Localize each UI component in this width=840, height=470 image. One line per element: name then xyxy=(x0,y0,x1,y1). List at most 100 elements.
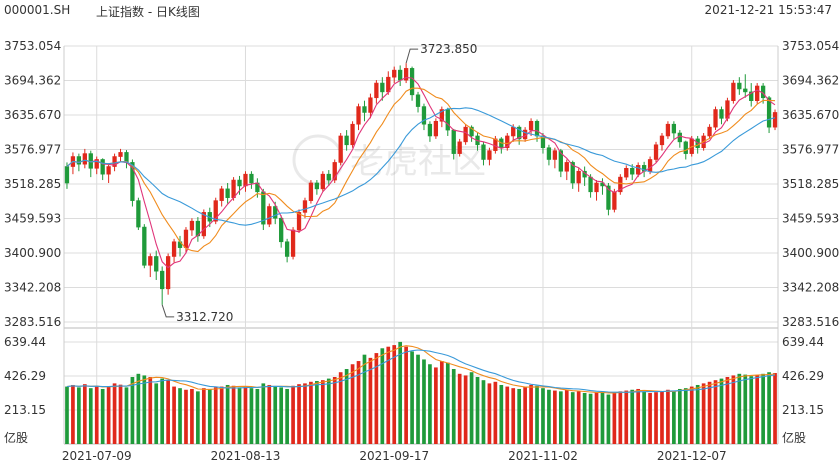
volume-bar xyxy=(523,386,527,444)
volume-bar xyxy=(666,389,670,444)
moving-average-lines xyxy=(66,76,776,269)
volume-bar xyxy=(642,391,646,444)
candle-body xyxy=(463,126,468,143)
price-tick-right: 3753.054 xyxy=(782,39,839,53)
candle-body xyxy=(112,156,117,167)
volume-bar xyxy=(588,393,593,444)
candle-body xyxy=(511,126,516,137)
date-tick-label: 2021-11-02 xyxy=(508,449,578,463)
candle-body xyxy=(421,106,427,125)
volume-bar xyxy=(535,385,539,444)
volume-bar xyxy=(285,388,289,444)
volume-bar xyxy=(689,386,694,444)
volume-bar xyxy=(541,388,545,444)
candle-body xyxy=(552,150,558,160)
candle-body xyxy=(76,156,82,165)
volume-bar xyxy=(612,392,617,444)
candle-body xyxy=(445,109,450,131)
volume-bar xyxy=(65,386,69,444)
candle-body xyxy=(302,200,308,213)
candle-body xyxy=(279,217,284,243)
candle-body xyxy=(713,109,718,128)
volume-bar xyxy=(475,377,480,444)
volume-bar xyxy=(481,380,486,444)
candle-body xyxy=(487,150,492,160)
date-tick-label: 2021-07-09 xyxy=(62,449,132,463)
volume-bar xyxy=(624,390,629,444)
price-annotations: 3723.850 3312.720 xyxy=(161,42,477,324)
volume-bar xyxy=(755,375,760,444)
volume-bar xyxy=(636,388,641,444)
volume-bar xyxy=(564,389,569,444)
volume-bar xyxy=(493,381,498,444)
candle-body xyxy=(457,141,462,154)
volume-bar xyxy=(243,386,248,444)
candle-body xyxy=(284,241,290,257)
volume-bar xyxy=(356,361,361,444)
volume-bar xyxy=(451,369,456,444)
vma5-line xyxy=(66,345,776,394)
price-tick-left: 3400.900 xyxy=(4,246,61,260)
volume-tick-left: 426.29 xyxy=(4,369,46,383)
price-tick-right: 3283.516 xyxy=(782,315,839,329)
candle-body xyxy=(737,82,742,90)
volume-bar xyxy=(398,341,403,444)
price-tick-left: 3342.208 xyxy=(4,281,61,295)
candle-body xyxy=(540,135,546,149)
candle-body xyxy=(403,68,409,81)
candle-body xyxy=(183,229,189,248)
candle-body xyxy=(148,256,153,266)
volume-bar xyxy=(517,388,522,444)
volume-bar xyxy=(719,378,724,444)
volume-bar xyxy=(207,388,212,444)
candle-body xyxy=(237,179,242,187)
candle-body xyxy=(380,82,385,93)
volume-bar xyxy=(594,392,599,444)
candle-body xyxy=(659,135,665,146)
volume-average-lines xyxy=(66,345,776,394)
volume-bar xyxy=(160,378,165,444)
candle-body xyxy=(106,166,111,175)
symbol-code: 000001.SH xyxy=(4,3,71,17)
volume-bar xyxy=(618,391,623,444)
candle-body xyxy=(320,173,325,190)
candle-body xyxy=(356,106,361,125)
candle-body xyxy=(386,76,391,93)
volume-bar xyxy=(606,394,611,444)
volume-bar xyxy=(469,372,474,444)
volume-bar xyxy=(683,388,688,444)
price-tick-left: 3283.516 xyxy=(4,315,61,329)
candle-body xyxy=(213,200,218,222)
candle-body xyxy=(165,256,171,290)
volume-tick-left: 213.15 xyxy=(4,403,46,417)
volume-bar xyxy=(743,374,748,444)
candle-body xyxy=(677,132,682,143)
volume-bar xyxy=(713,380,718,444)
candle-body xyxy=(647,159,653,172)
ma20-line xyxy=(66,107,776,226)
candle-body xyxy=(439,109,444,122)
volume-bar xyxy=(71,384,75,444)
candle-body xyxy=(243,173,248,187)
candle-body xyxy=(481,144,486,160)
volume-bar xyxy=(445,362,450,444)
volume-tick-left: 639.44 xyxy=(4,335,46,349)
candle-body xyxy=(362,106,367,113)
volume-bar xyxy=(416,354,420,444)
volume-bar xyxy=(166,380,170,444)
candle-body xyxy=(225,188,230,198)
candle-body xyxy=(534,120,540,137)
candle-body xyxy=(546,147,552,160)
volume-bar xyxy=(630,389,635,444)
price-tick-left: 3635.670 xyxy=(4,108,61,122)
volume-bar xyxy=(410,351,414,444)
volume-bar xyxy=(94,385,99,444)
volume-bar xyxy=(261,383,266,444)
volume-bar xyxy=(707,381,712,444)
date-tick-label: 2021-08-13 xyxy=(211,449,281,463)
candle-body xyxy=(427,123,433,137)
candle-body xyxy=(588,176,593,193)
price-tick-right: 3342.208 xyxy=(782,281,839,295)
volume-bar xyxy=(731,375,736,444)
